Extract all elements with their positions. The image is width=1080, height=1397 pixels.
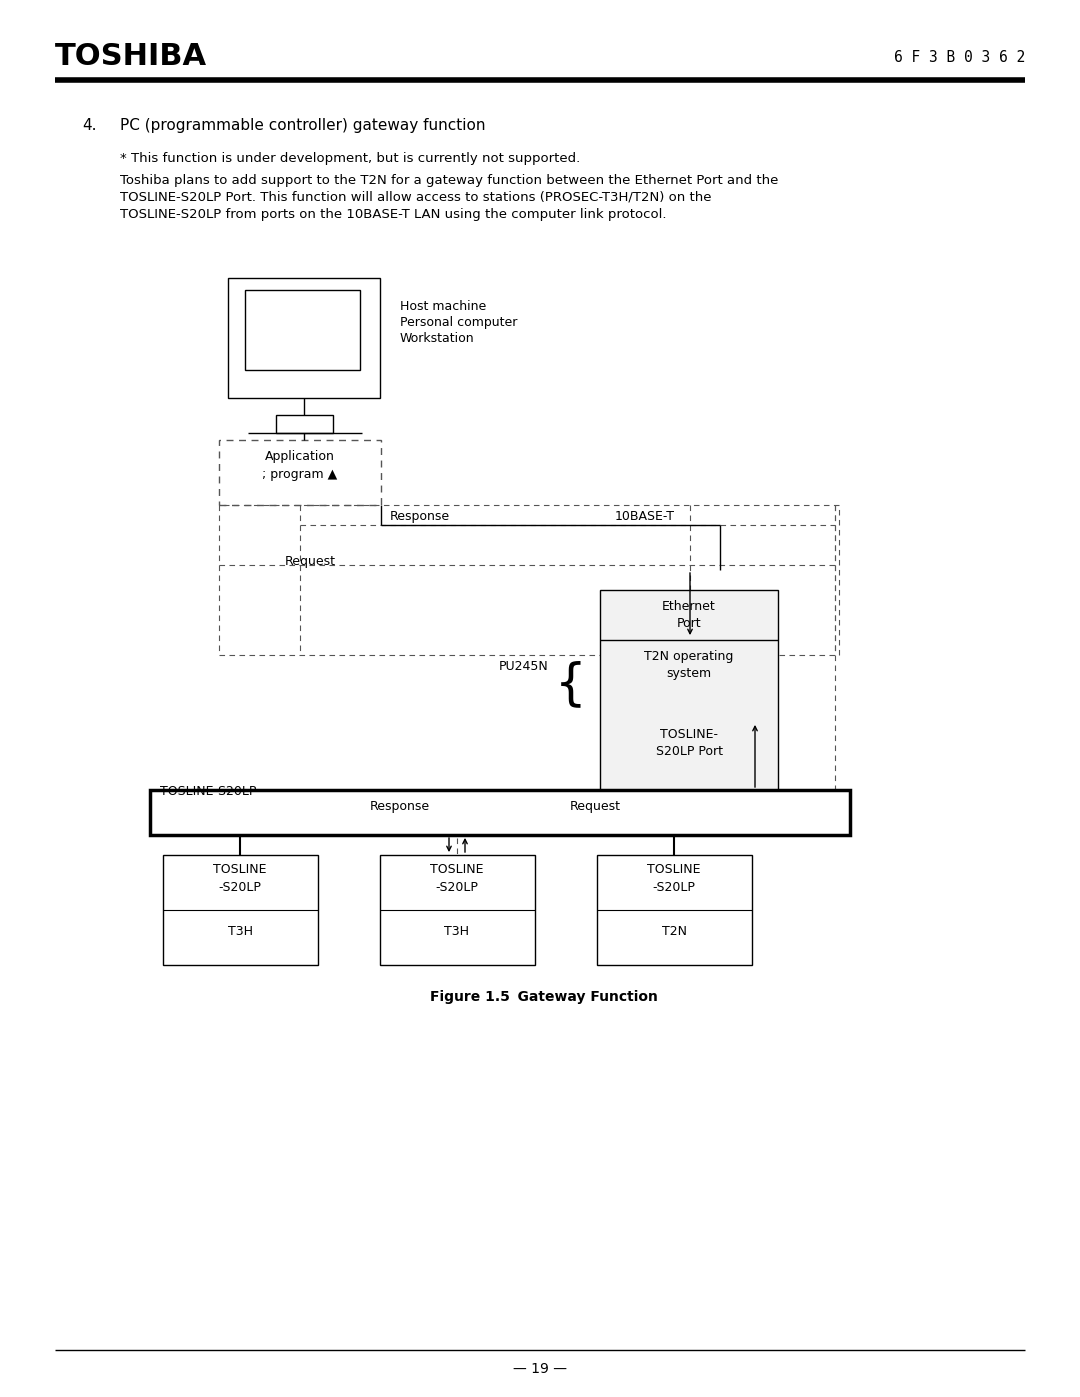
Text: Port: Port xyxy=(677,617,701,630)
Text: -S20LP: -S20LP xyxy=(652,882,696,894)
Text: TOSLINE: TOSLINE xyxy=(430,863,484,876)
Text: Personal computer: Personal computer xyxy=(400,316,517,330)
Text: ; program ▲: ; program ▲ xyxy=(262,468,338,481)
Text: * This function is under development, but is currently not supported.: * This function is under development, bu… xyxy=(120,152,580,165)
Text: Application: Application xyxy=(265,450,335,462)
Text: TOSLINE-S20LP Port. This function will allow access to stations (PROSEC-T3H/T2N): TOSLINE-S20LP Port. This function will a… xyxy=(120,191,712,204)
Text: -S20LP: -S20LP xyxy=(435,882,478,894)
Text: TOSLINE-S20LP from ports on the 10BASE-T LAN using the computer link protocol.: TOSLINE-S20LP from ports on the 10BASE-T… xyxy=(120,208,666,221)
Bar xyxy=(380,855,535,965)
Text: Figure 1.5: Figure 1.5 xyxy=(430,990,510,1004)
Text: Gateway Function: Gateway Function xyxy=(498,990,658,1004)
Bar xyxy=(600,590,778,789)
Text: — 19 —: — 19 — xyxy=(513,1362,567,1376)
Bar xyxy=(219,504,839,655)
Text: {: { xyxy=(555,659,586,708)
Text: Workstation: Workstation xyxy=(400,332,474,345)
Text: Host machine: Host machine xyxy=(400,300,486,313)
Text: Toshiba plans to add support to the T2N for a gateway function between the Ether: Toshiba plans to add support to the T2N … xyxy=(120,175,779,187)
Text: system: system xyxy=(666,666,712,680)
Text: T2N: T2N xyxy=(661,925,687,937)
Text: TOSLINE: TOSLINE xyxy=(647,863,701,876)
Text: T2N operating: T2N operating xyxy=(645,650,733,664)
Text: T3H: T3H xyxy=(228,925,253,937)
Text: TOSLINE-S20LP: TOSLINE-S20LP xyxy=(160,785,256,798)
Text: TOSHIBA: TOSHIBA xyxy=(55,42,207,71)
Bar xyxy=(245,291,360,370)
Text: TOSLINE: TOSLINE xyxy=(213,863,267,876)
Bar xyxy=(150,789,850,835)
Bar xyxy=(228,278,380,398)
Text: 6 F 3 B 0 3 6 2: 6 F 3 B 0 3 6 2 xyxy=(894,50,1025,66)
Text: -S20LP: -S20LP xyxy=(218,882,261,894)
Text: PU245N: PU245N xyxy=(498,659,548,673)
Text: 10BASE-T: 10BASE-T xyxy=(615,510,675,522)
Bar xyxy=(276,415,333,433)
Text: Ethernet: Ethernet xyxy=(662,599,716,613)
Text: PC (programmable controller) gateway function: PC (programmable controller) gateway fun… xyxy=(120,117,486,133)
Text: TOSLINE-: TOSLINE- xyxy=(660,728,718,740)
Text: Response: Response xyxy=(370,800,430,813)
Text: Request: Request xyxy=(285,555,336,569)
Text: Response: Response xyxy=(390,510,450,522)
Bar xyxy=(219,440,381,504)
Bar xyxy=(597,855,752,965)
Text: Request: Request xyxy=(570,800,621,813)
Bar xyxy=(163,855,318,965)
Text: T3H: T3H xyxy=(445,925,470,937)
Text: S20LP Port: S20LP Port xyxy=(656,745,723,759)
Text: 4.: 4. xyxy=(82,117,96,133)
